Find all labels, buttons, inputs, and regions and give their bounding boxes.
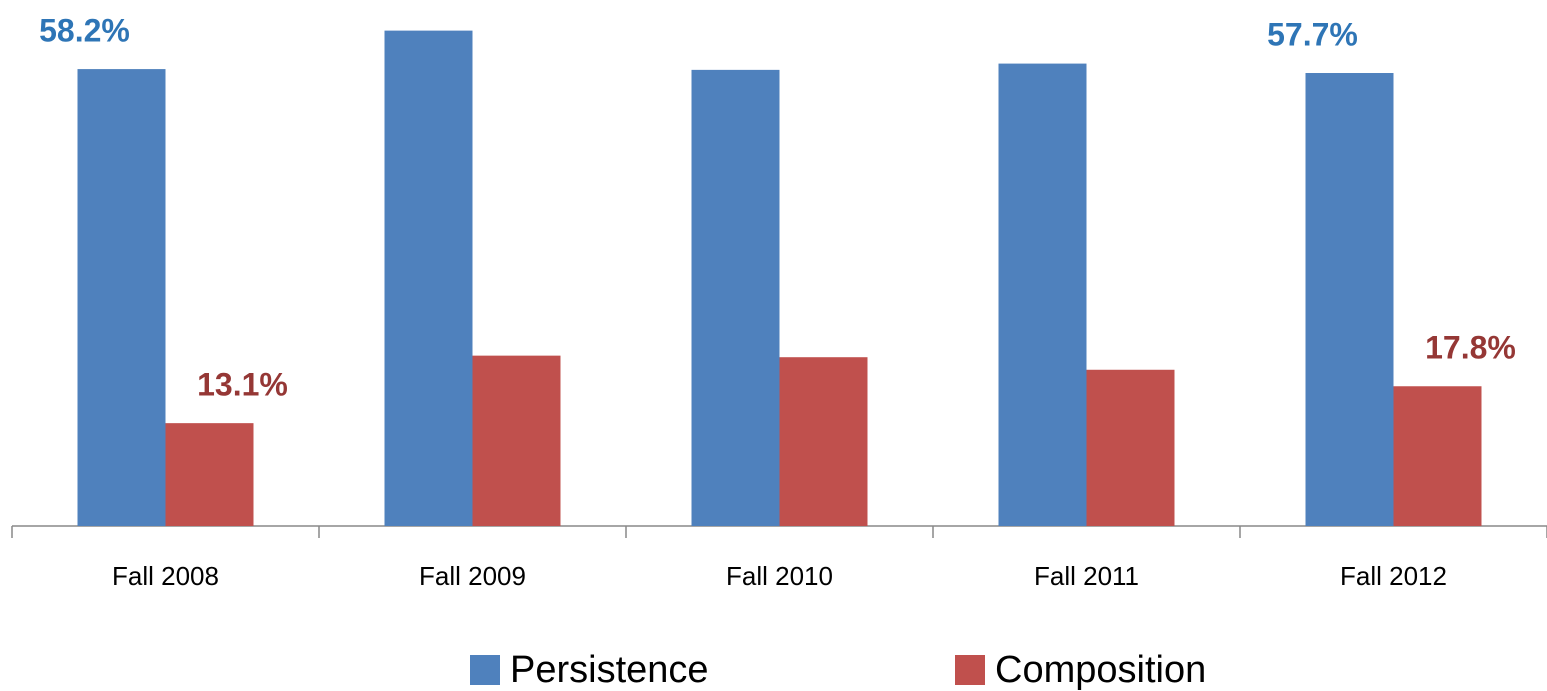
- legend-label: Composition: [995, 649, 1206, 691]
- bar: [779, 357, 868, 526]
- x-tick-label: Fall 2010: [726, 561, 833, 591]
- x-tick-label: Fall 2012: [1340, 561, 1447, 591]
- bar: [77, 69, 166, 526]
- bar: [1393, 386, 1482, 526]
- data-label: 57.7%: [1267, 16, 1358, 52]
- x-tick-label: Fall 2011: [1034, 561, 1139, 591]
- legend-label: Persistence: [510, 649, 709, 691]
- bar: [1305, 73, 1394, 527]
- bar: [165, 423, 254, 526]
- legend-swatch: [470, 655, 500, 685]
- legend-swatch: [955, 655, 985, 685]
- bar: [691, 69, 780, 526]
- bar: [998, 63, 1087, 527]
- data-label: 58.2%: [39, 13, 130, 49]
- data-label: 17.8%: [1425, 330, 1516, 366]
- bar: [1086, 369, 1175, 526]
- x-tick-label: Fall 2009: [419, 561, 526, 591]
- bar: [472, 355, 561, 526]
- x-tick-label: Fall 2008: [112, 561, 219, 591]
- data-label: 13.1%: [197, 367, 288, 403]
- bar: [384, 30, 473, 526]
